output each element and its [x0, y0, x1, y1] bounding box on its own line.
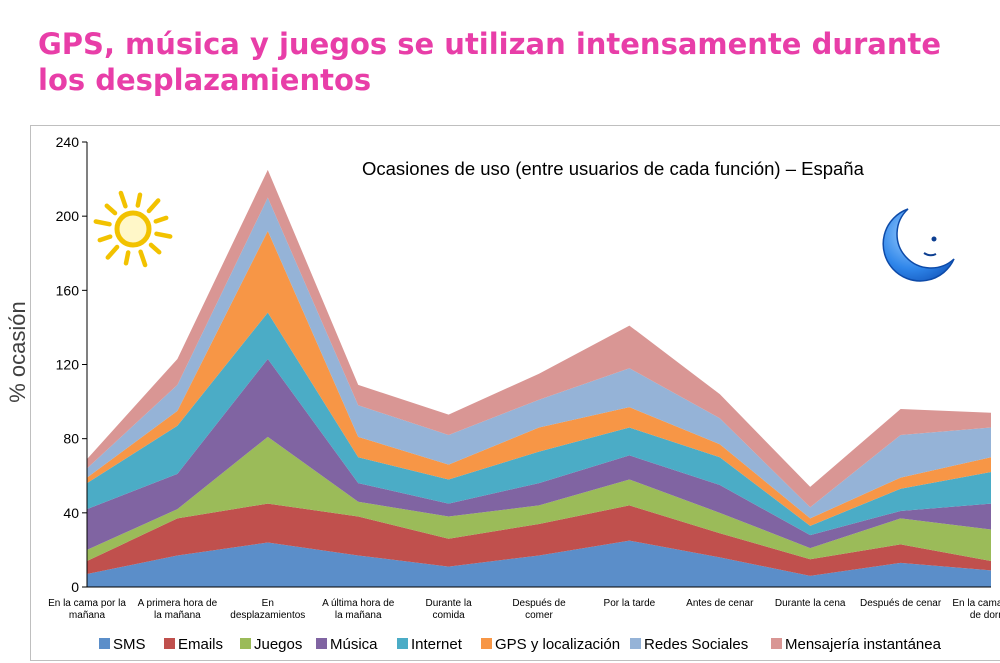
- legend-item-7: Mensajería instantánea: [771, 636, 942, 653]
- sun-ray: [154, 231, 173, 239]
- sun-icon: [93, 190, 173, 268]
- x-tick-label-9: Después de cenar: [860, 598, 942, 609]
- legend-item-4: Internet: [397, 636, 463, 653]
- legend-swatch-1: [164, 638, 175, 649]
- legend-item-5: GPS y localización: [481, 636, 620, 653]
- chart-legend: SMS Emails Juegos Música Internet GPS y local…: [99, 636, 942, 653]
- legend-label-0: SMS: [113, 636, 146, 653]
- legend-label-5: GPS y localización: [495, 636, 620, 653]
- area-series-2: [87, 436, 991, 562]
- sun-ray: [135, 192, 143, 208]
- y-tick-label-5: 200: [56, 208, 80, 224]
- area-series-0: [87, 540, 991, 587]
- x-tick-label-2: En desplazamientos: [230, 598, 305, 621]
- chart-title: Ocasiones de uso (entre usuarios de cada…: [362, 158, 864, 179]
- chart-areas: [87, 169, 991, 587]
- sun-ray: [118, 190, 128, 209]
- x-tick-label-6: Por la tarde: [604, 598, 656, 609]
- legend-swatch-5: [481, 638, 492, 649]
- chart-frame: [30, 125, 1000, 661]
- chart-axes: [82, 141, 991, 588]
- legend-item-0: SMS: [99, 636, 146, 653]
- slide-title: GPS, música y juegos se utilizan intensa…: [38, 27, 942, 97]
- legend-label-2: Juegos: [254, 636, 302, 653]
- moon-icon: [882, 208, 955, 282]
- legend-swatch-4: [397, 638, 408, 649]
- legend-label-4: Internet: [411, 636, 463, 653]
- sun-ray: [153, 215, 169, 224]
- x-tick-labels: En la cama por la mañana A primera hora de…: [48, 598, 1000, 621]
- legend-swatch-6: [630, 638, 641, 649]
- sun-ray: [93, 219, 112, 227]
- sun-ray: [97, 234, 113, 243]
- legend-swatch-2: [240, 638, 251, 649]
- x-tick-label-10: En la cama antesde dormir: [952, 598, 1000, 621]
- legend-swatch-3: [316, 638, 327, 649]
- y-tick-label-6: 240: [56, 134, 80, 150]
- y-tick-label-3: 120: [56, 357, 80, 373]
- legend-label-3: Música: [330, 636, 378, 653]
- x-tick-label-8: Durante la cena: [775, 598, 846, 609]
- legend-swatch-7: [771, 638, 782, 649]
- sun-ray: [105, 244, 120, 260]
- x-tick-label-1: A primera hora de la mañana: [138, 598, 218, 621]
- legend-item-1: Emails: [164, 636, 223, 653]
- sun-ray: [123, 250, 131, 266]
- sun-ray: [138, 249, 148, 268]
- y-tick-label-0: 0: [71, 579, 79, 595]
- sun-ray: [146, 198, 161, 214]
- x-tick-label-4: Durante la comida: [426, 598, 473, 621]
- x-tick-label-5: Después de comer: [512, 598, 566, 621]
- y-tick-label-4: 160: [56, 282, 80, 298]
- sun-ray: [148, 242, 162, 255]
- y-tick-label-2: 80: [63, 431, 79, 447]
- sun-ray: [104, 203, 118, 216]
- legend-item-2: Juegos: [240, 636, 302, 653]
- legend-item-3: Música: [316, 636, 378, 653]
- area-series-1: [87, 503, 991, 576]
- legend-item-6: Redes Sociales: [630, 636, 748, 653]
- y-axis-label: % ocasión: [5, 301, 30, 403]
- x-tick-label-0: En la cama por la mañana: [48, 598, 126, 621]
- x-tick-label-3: A última hora de la mañana: [322, 598, 395, 621]
- y-tick-label-1: 40: [63, 505, 79, 521]
- legend-label-6: Redes Sociales: [644, 636, 748, 653]
- legend-swatch-0: [99, 638, 110, 649]
- x-tick-label-7: Antes de cenar: [686, 598, 754, 609]
- y-tick-labels: 0 40 80 120 160 200 240: [56, 134, 80, 595]
- legend-label-7: Mensajería instantánea: [785, 636, 942, 653]
- legend-label-1: Emails: [178, 636, 223, 653]
